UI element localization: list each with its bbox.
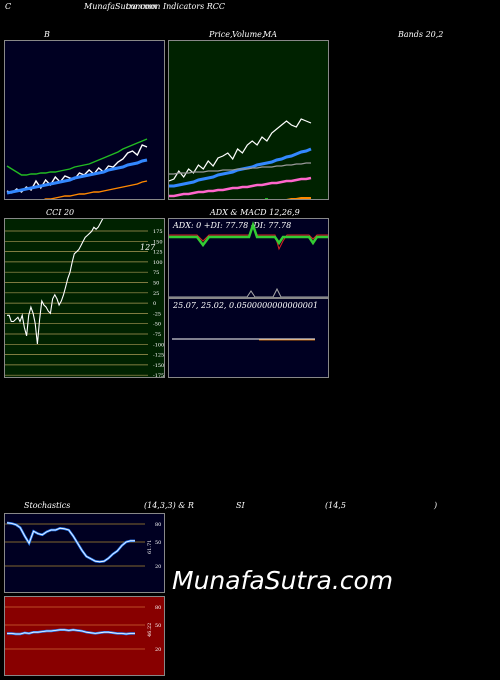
cci-tick-label: -175 — [153, 373, 164, 377]
bollinger-label: B — [44, 30, 50, 39]
adx-minus-di-line — [169, 225, 328, 251]
cci-tick-label: 175 — [153, 229, 163, 235]
bollinger-series-3 — [43, 180, 148, 199]
plus-di-value: 77.78 — [225, 221, 248, 230]
page-subtitle: common Indicators RCC — [126, 2, 225, 11]
cci-tick-label: 125 — [153, 250, 163, 256]
price-chart — [169, 118, 312, 199]
price-series-0 — [169, 118, 312, 182]
bollinger-chart — [6, 138, 148, 199]
cci-last-value: 127 — [140, 243, 156, 252]
stochastics-tick-label: 80 — [155, 522, 161, 528]
cci-tick-label: 150 — [153, 239, 163, 245]
adx-macd-label: ADX & MACD 12,26,9 — [210, 208, 300, 217]
cci-tick-label: -75 — [153, 332, 161, 338]
cci-tick-label: 0 — [153, 301, 156, 307]
rsi-d-line — [7, 629, 135, 635]
cci-tick-label: -50 — [153, 322, 161, 328]
adx-value-label: ADX: 0 +DI: 77.78 -DI: 77.78 — [172, 221, 291, 230]
rsi-label: SI — [236, 501, 245, 510]
rsi-params-close: ) — [434, 501, 438, 510]
adx-value: 0 — [196, 221, 201, 230]
macd-panel: 25.07, 25.02, 0.0500000000000001 — [168, 298, 329, 378]
cci-tick-label: 50 — [153, 281, 159, 287]
macd-values: 25.07, 25.02, 0.0500000000000001 — [172, 301, 318, 310]
cci-tick-label: 25 — [153, 291, 159, 297]
stochastics-tick-label: 50 — [155, 540, 161, 546]
stochastics-params: (14,3,3) & R — [144, 501, 194, 510]
cci-tick-label: -150 — [153, 363, 164, 369]
cci-tick-label: 100 — [153, 260, 163, 266]
adx-panel: ADX: 0 +DI: 77.78 -DI: 77.78 — [168, 218, 329, 298]
macd-histogram-value: 0.0500000000000001 — [229, 301, 318, 310]
cci-panel: 175 150 125 100 75 50 25 0 -25 -50 -75 -100 -125 -150… — [4, 218, 165, 378]
adx-chart: ADX: 0 +DI: 77.78 -DI: 77.78 — [169, 221, 328, 297]
adx-plus-di-line — [169, 221, 328, 248]
price-series-2 — [169, 176, 312, 198]
adx-line — [169, 287, 328, 297]
rsi-tick-label: 50 — [155, 623, 161, 629]
stochastics-d-line — [6, 522, 135, 563]
price-series-4 — [169, 162, 311, 175]
volume-label: Volume, — [232, 30, 265, 39]
bollinger-series-1 — [6, 158, 148, 195]
cci-tick-label: -25 — [153, 311, 161, 317]
rsi-last-value: 46.22 — [147, 623, 153, 637]
cci-chart: 175 150 125 100 75 50 25 0 -25 -50 -75 -100 -125 -150… — [5, 219, 164, 377]
bands-label: Bands 20,2 — [398, 30, 444, 39]
stochastics-label: Stochastics — [24, 501, 71, 510]
macd-value: 25.07 — [172, 301, 197, 310]
ma-label: MA — [263, 30, 277, 39]
site-title: MunafaSutra.com — [84, 2, 157, 11]
cci-tick-label: -125 — [153, 353, 164, 359]
rsi-tick-label: 20 — [155, 647, 161, 653]
rsi-chart: 80 50 20 46.22 — [5, 605, 161, 653]
minus-di-value: 77.78 — [268, 221, 291, 230]
price-panel — [168, 40, 329, 200]
cci-tick-label: 75 — [153, 270, 159, 276]
rsi-params: (14,5 — [325, 501, 346, 510]
stochastics-panel: 80 50 20 61.71 — [4, 513, 165, 593]
rsi-panel: 80 50 20 46.22 — [4, 596, 165, 676]
macd-chart: 25.07, 25.02, 0.0500000000000001 — [172, 301, 318, 341]
cci-line — [7, 219, 104, 345]
price-label: Price, — [209, 30, 233, 39]
macd-signal-value: 25.02 — [200, 301, 224, 310]
rsi-tick-label: 80 — [155, 605, 161, 611]
watermark: MunafaSutra.com — [172, 566, 394, 595]
cci-label: CCI 20 — [46, 208, 75, 217]
bollinger-series-2 — [6, 138, 148, 176]
header-letter: C — [5, 2, 12, 11]
stochastics-tick-label: 20 — [155, 564, 161, 570]
stochastics-last-value: 61.71 — [147, 540, 153, 554]
volume-bar — [265, 198, 268, 199]
cci-tick-label: -100 — [153, 342, 164, 348]
stochastics-chart: 80 50 20 61.71 — [5, 521, 161, 570]
bollinger-panel — [4, 40, 165, 200]
